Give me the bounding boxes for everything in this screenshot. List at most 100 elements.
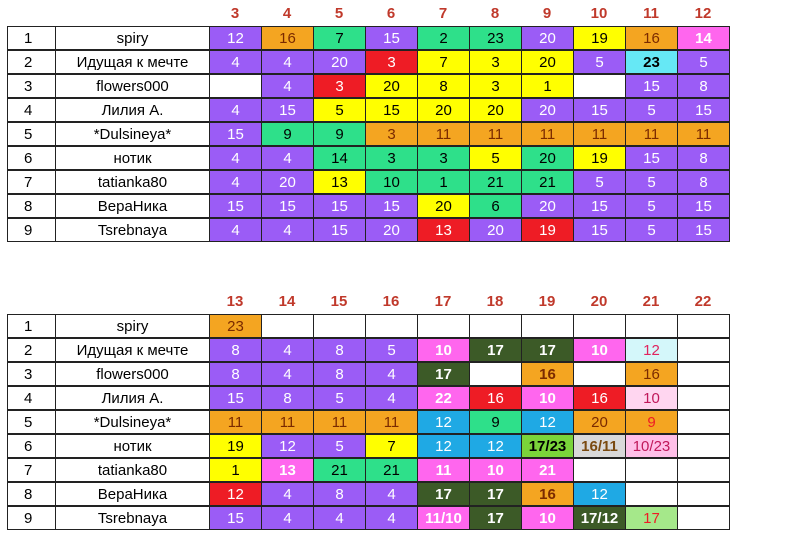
score-cell: 7	[417, 50, 470, 74]
score-cell: 1	[521, 74, 574, 98]
score-cell	[261, 314, 314, 338]
column-header: 4	[282, 5, 292, 22]
table-row: 8 ВераНика 12 4 8 4 17 17 16 12	[7, 482, 797, 506]
score-cell: 12	[521, 410, 574, 434]
score-cell: 20	[521, 26, 574, 50]
table-row: 8 ВераНика 15 15 15 15 20 6 20 15 5 15	[7, 194, 797, 218]
column-header-row: 3 4 5 6 7 8 9 10 11 12	[7, 2, 797, 26]
score-cell: 23	[469, 26, 522, 50]
score-cell: 12	[209, 482, 262, 506]
score-cell	[677, 338, 730, 362]
row-number: 9	[7, 218, 56, 242]
participant-name: Идущая к мечте	[55, 338, 210, 362]
score-cell: 1	[209, 458, 262, 482]
score-cell: 10	[469, 458, 522, 482]
score-cell: 8	[677, 74, 730, 98]
score-cell: 20	[417, 194, 470, 218]
score-cell	[677, 434, 730, 458]
score-cell: 11	[313, 410, 366, 434]
score-cell: 16	[521, 482, 574, 506]
column-header: 18	[486, 293, 504, 310]
participant-name: Идущая к мечте	[55, 50, 210, 74]
score-cell: 12	[573, 482, 626, 506]
score-cell	[313, 314, 366, 338]
score-cell: 16/11	[573, 434, 626, 458]
participant-name: *Dulsineya*	[55, 122, 210, 146]
column-header: 6	[386, 5, 396, 22]
score-cell: 21	[521, 170, 574, 194]
score-cell: 15	[677, 194, 730, 218]
score-cell: 17/23	[521, 434, 574, 458]
score-cell: 12	[417, 434, 470, 458]
score-cell: 8	[677, 146, 730, 170]
score-cell: 8	[313, 482, 366, 506]
score-cell: 21	[469, 170, 522, 194]
table-row: 9 Tsrebnaya 15 4 4 4 11/10 17 10 17/12 17	[7, 506, 797, 530]
score-cell: 11	[521, 122, 574, 146]
score-cell: 3	[365, 146, 418, 170]
score-cell: 15	[209, 194, 262, 218]
table-row: 9 Tsrebnaya 4 4 15 20 13 20 19 15 5 15	[7, 218, 797, 242]
score-cell: 9	[261, 122, 314, 146]
score-cell: 15	[365, 98, 418, 122]
table-row: 1 spiry 23	[7, 314, 797, 338]
score-cell: 5	[625, 194, 678, 218]
score-cell: 4	[365, 362, 418, 386]
score-cell: 11	[469, 122, 522, 146]
score-cell	[573, 458, 626, 482]
column-header: 20	[590, 293, 608, 310]
score-cell: 4	[261, 146, 314, 170]
row-number: 1	[7, 314, 56, 338]
score-cell: 8	[677, 170, 730, 194]
score-cell: 17	[469, 482, 522, 506]
table-row: 2 Идущая к мечте 4 4 20 3 7 3 20 5 23 5	[7, 50, 797, 74]
score-cell: 21	[313, 458, 366, 482]
score-cell: 23	[209, 314, 262, 338]
score-cell: 10	[573, 338, 626, 362]
row-number: 2	[7, 338, 56, 362]
column-header: 10	[590, 5, 608, 22]
table-row: 5 *Dulsineya* 15 9 9 3 11 11 11 11 11 11	[7, 122, 797, 146]
score-cell: 1	[417, 170, 470, 194]
score-cell: 4	[313, 506, 366, 530]
row-number: 2	[7, 50, 56, 74]
score-cell: 19	[209, 434, 262, 458]
score-cell: 15	[573, 98, 626, 122]
row-number: 8	[7, 194, 56, 218]
participant-name: Tsrebnaya	[55, 506, 210, 530]
score-cell: 5	[625, 218, 678, 242]
table-row: 7 tatianka80 1 13 21 21 11 10 21	[7, 458, 797, 482]
table-row: 4 Лилия А. 4 15 5 15 20 20 20 15 5 15	[7, 98, 797, 122]
score-cell: 15	[365, 194, 418, 218]
score-cell: 3	[469, 50, 522, 74]
score-cell	[417, 314, 470, 338]
score-cell: 20	[469, 98, 522, 122]
score-cell: 5	[573, 170, 626, 194]
participant-name: flowers000	[55, 74, 210, 98]
score-cell: 10/23	[625, 434, 678, 458]
score-cell: 7	[313, 26, 366, 50]
column-header: 15	[330, 293, 348, 310]
score-cell: 8	[313, 338, 366, 362]
score-cell: 11	[209, 410, 262, 434]
score-cell: 5	[625, 98, 678, 122]
score-cell: 5	[365, 338, 418, 362]
row-number: 5	[7, 410, 56, 434]
score-cell: 15	[313, 194, 366, 218]
score-cell: 16	[625, 362, 678, 386]
score-cell	[573, 74, 626, 98]
score-cell: 17	[625, 506, 678, 530]
score-cell: 21	[365, 458, 418, 482]
score-cell	[677, 482, 730, 506]
table-row: 2 Идущая к мечте 8 4 8 5 10 17 17 10 12	[7, 338, 797, 362]
score-cell: 19	[573, 146, 626, 170]
participant-name: tatianka80	[55, 458, 210, 482]
score-cell	[469, 362, 522, 386]
score-cell: 15	[365, 26, 418, 50]
score-cell: 20	[469, 218, 522, 242]
score-cell	[573, 314, 626, 338]
score-cell	[573, 362, 626, 386]
score-cell	[677, 458, 730, 482]
score-cell: 12	[261, 434, 314, 458]
score-cell: 12	[625, 338, 678, 362]
